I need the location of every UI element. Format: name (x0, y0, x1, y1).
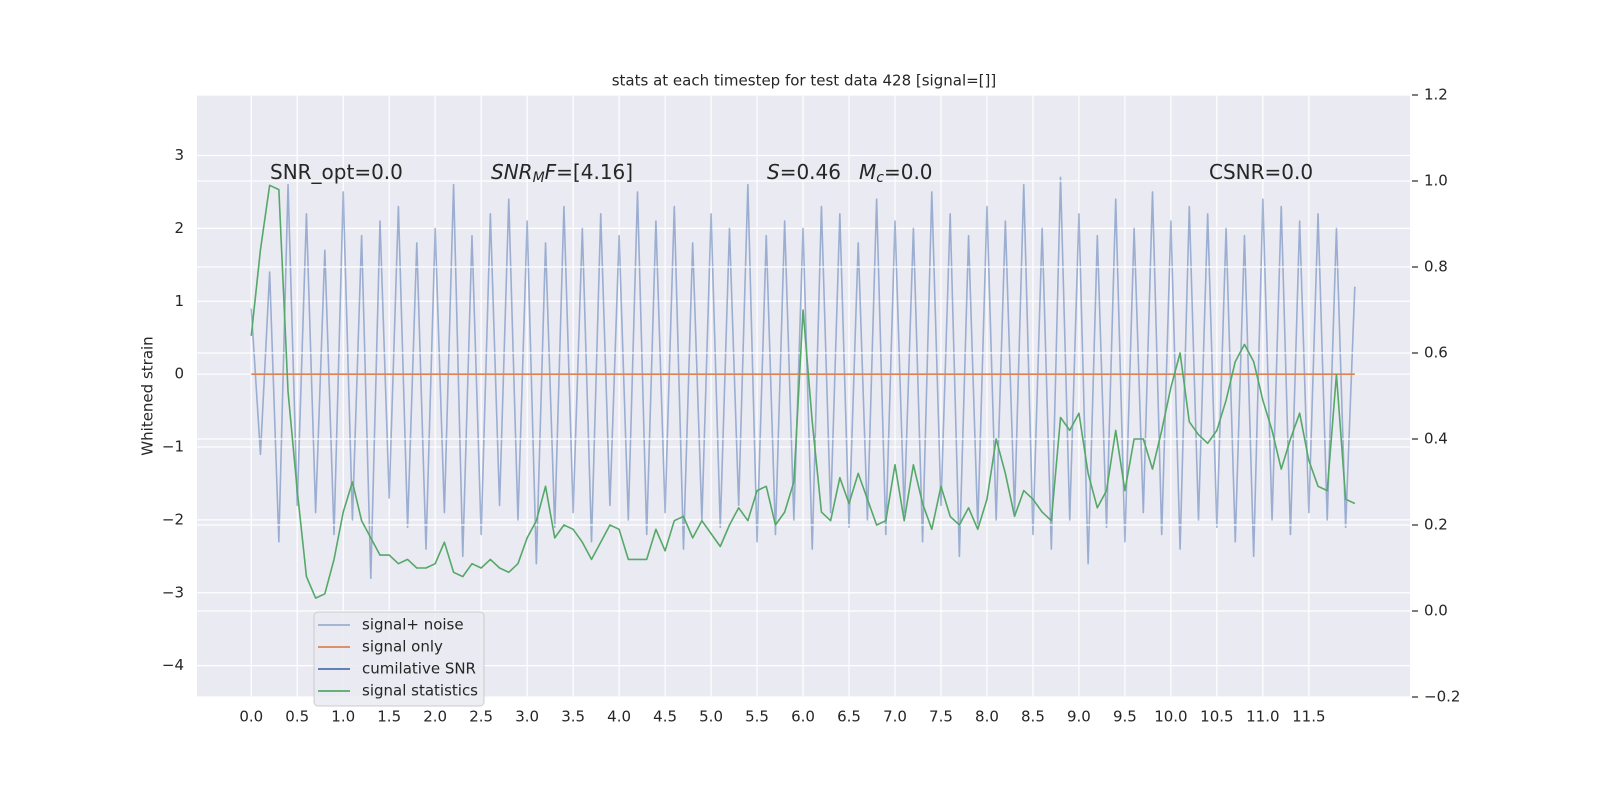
x-tick-label: 11.5 (1292, 708, 1325, 726)
y-tick-label: −1 (162, 438, 184, 456)
x-tick-label: 7.0 (883, 708, 907, 726)
annotation-part: F (545, 160, 557, 184)
x-tick-label: 4.5 (653, 708, 677, 726)
y-tick-label: 2 (174, 219, 184, 237)
annotation: Mc=0.0 (859, 160, 933, 187)
x-tick-label: 0.5 (285, 708, 309, 726)
legend-box (313, 611, 485, 707)
annotation-part: SNR (491, 160, 533, 184)
x-tick-label: 1.5 (377, 708, 401, 726)
x-tick-label: 5.5 (745, 708, 769, 726)
y2-tick-label: 0.6 (1424, 344, 1448, 362)
x-tick-label: 3.0 (515, 708, 539, 726)
annotation-part: =0.0 (884, 160, 933, 184)
series-line (250, 184, 1356, 599)
labels: 0.0 0.5 1.0 1.5 2.0 2.5 3.0 3.5 4.0 4.5 5.0 5.5 6.0 6… (162, 86, 1461, 726)
y2-tick-label: 0.8 (1424, 258, 1448, 276)
x-tick-label: 1.0 (331, 708, 355, 726)
x-tick-label: 8.5 (1021, 708, 1045, 726)
annotation-part: M (533, 170, 545, 186)
legend-label: signal+ noise (362, 616, 464, 634)
y2-tick-label: 1.2 (1424, 86, 1448, 104)
annotation-part: S (767, 160, 780, 184)
lines (197, 95, 1410, 697)
annotation: S=0.46 (767, 160, 841, 184)
y2-tick-label: 0.0 (1424, 602, 1448, 620)
legend-label: signal only (362, 638, 443, 656)
annotation: SNR_opt=0.0 (270, 160, 403, 184)
annotation: CSNR=0.0 (1209, 160, 1313, 184)
x-tick-label: 6.5 (837, 708, 861, 726)
annotation-part: =[4.16] (556, 160, 633, 184)
annotation-part: CSNR=0.0 (1209, 160, 1313, 184)
annotation-part: SNR_opt=0.0 (270, 160, 403, 184)
y2-tick-label: 1.0 (1424, 172, 1448, 190)
y2-tick-label: −0.2 (1424, 688, 1460, 706)
legend-label: cumilative SNR (362, 660, 476, 678)
y-tick-label: 3 (174, 146, 184, 164)
x-tick-label: 2.5 (469, 708, 493, 726)
annotation-part: =0.46 (780, 160, 841, 184)
y2-tick-label: 0.4 (1424, 430, 1448, 448)
series-line (250, 176, 1356, 579)
chart-title: stats at each timestep for test data 428… (612, 72, 997, 90)
y-tick-label: −4 (162, 656, 184, 674)
x-tick-label: 6.0 (791, 708, 815, 726)
x-tick-label: 9.0 (1067, 708, 1091, 726)
x-tick-label: 2.0 (423, 708, 447, 726)
x-tick-label: 0.0 (239, 708, 263, 726)
annotation-part: c (876, 170, 884, 186)
y2-tick-label: 0.2 (1424, 516, 1448, 534)
x-tick-label: 8.0 (975, 708, 999, 726)
x-tick-label: 7.5 (929, 708, 953, 726)
annotation-part: M (859, 160, 876, 184)
y-tick-label: 1 (174, 292, 184, 310)
x-tick-label: 5.0 (699, 708, 723, 726)
y-tick-label: −2 (162, 510, 184, 528)
annotation: SNRMF=[4.16] (491, 160, 633, 187)
x-tick-label: 11.0 (1246, 708, 1279, 726)
x-tick-label: 3.5 (561, 708, 585, 726)
x-tick-label: 10.0 (1154, 708, 1187, 726)
y-axis-label: Whitened strain (139, 336, 157, 455)
y-tick-label: −3 (162, 583, 184, 601)
legend-label: signal statistics (362, 682, 478, 700)
x-tick-label: 4.0 (607, 708, 631, 726)
x-tick-label: 9.5 (1113, 708, 1137, 726)
x-tick-label: 10.5 (1200, 708, 1233, 726)
y-tick-label: 0 (174, 365, 184, 383)
